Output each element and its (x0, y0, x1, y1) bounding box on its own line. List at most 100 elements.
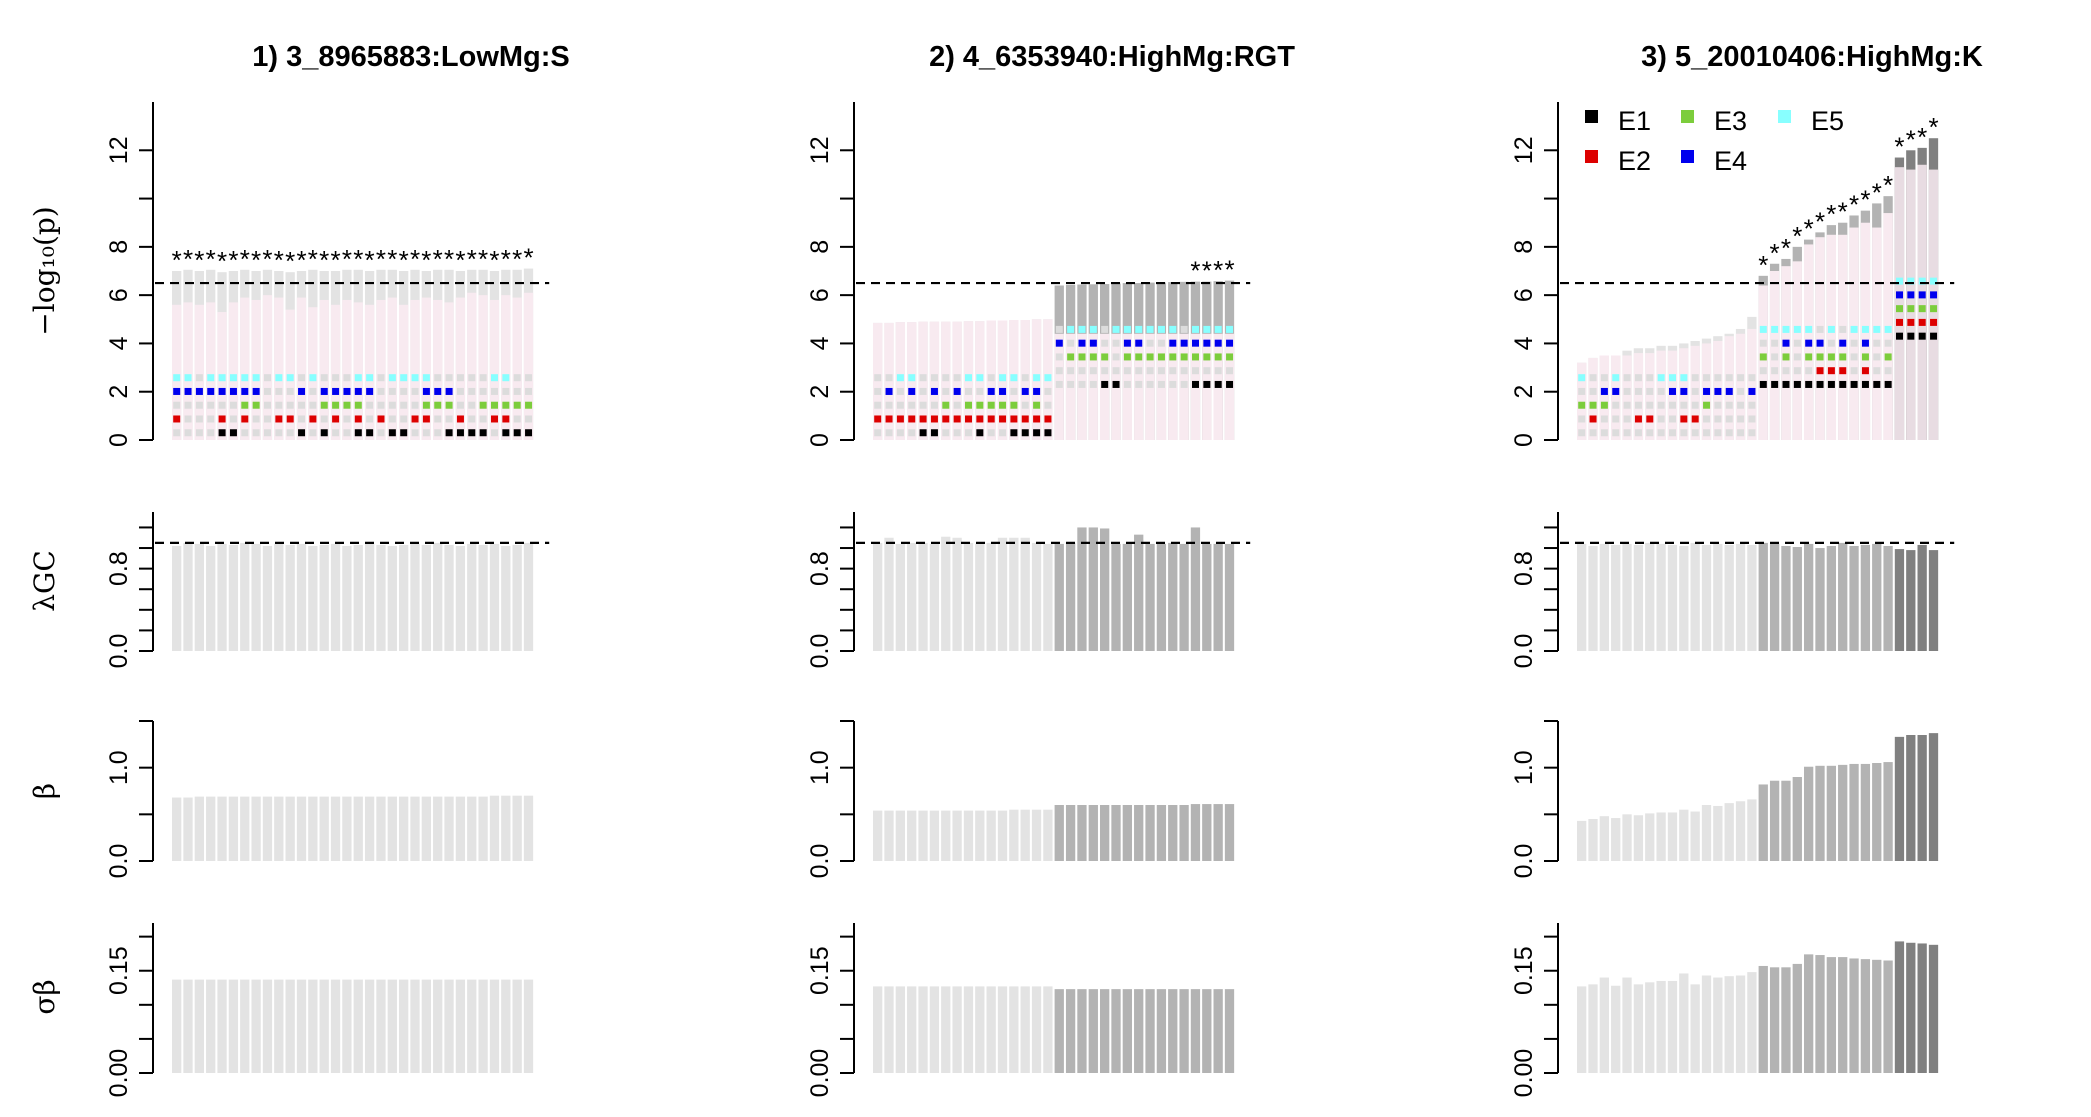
sigma-bar (206, 979, 216, 1073)
y-tick-label: 0.0 (806, 634, 834, 669)
env-dot-e4 (1646, 387, 1654, 395)
lambda-bar (1020, 537, 1030, 651)
sigma-bar (1065, 989, 1076, 1073)
env-dot-e5 (896, 374, 904, 382)
env-dot-e5 (252, 374, 260, 382)
beta-bar (353, 796, 363, 861)
sigma-bar (274, 979, 284, 1073)
env-dot-e3 (218, 401, 226, 409)
signif-star: * (319, 245, 329, 275)
beta-bar (1860, 763, 1871, 861)
p-bar (262, 295, 273, 440)
p-bar (523, 292, 534, 440)
env-dot-e4 (1033, 387, 1041, 395)
env-dot-e2 (1157, 367, 1165, 375)
p-bar (1588, 357, 1598, 440)
p-bar (421, 297, 431, 440)
sigma-bar (1906, 942, 1916, 1073)
env-dot-e2 (1691, 415, 1699, 423)
beta-bar (523, 795, 534, 861)
env-dot-e2 (1612, 415, 1620, 423)
env-dot-e4 (195, 387, 203, 395)
env-dot-e4 (275, 387, 283, 395)
beta-bar (1043, 809, 1053, 861)
env-dot-e5 (1839, 325, 1847, 333)
env-dot-e3 (999, 401, 1007, 409)
env-dot-e2 (1226, 367, 1234, 375)
env-dot-e4 (513, 387, 521, 395)
y-tick-label: 0.8 (1510, 551, 1538, 586)
env-dot-e2 (1793, 367, 1801, 375)
row-beta: 0.0 1.0 (806, 720, 1235, 878)
env-dot-e5 (1578, 374, 1586, 382)
env-dot-e2 (525, 415, 533, 423)
y-tick-label: 4 (1510, 336, 1538, 350)
env-dot-e3 (1850, 353, 1858, 361)
env-dot-e2 (286, 415, 294, 423)
signif-star: * (1804, 214, 1814, 244)
beta-bar (975, 810, 985, 861)
p-bar (376, 299, 386, 440)
env-dot-e2 (320, 415, 328, 423)
signif-star: * (285, 246, 295, 276)
env-dot-e1 (1839, 380, 1847, 388)
lambda-bar (1781, 545, 1791, 651)
env-dot-e5 (354, 374, 362, 382)
env-dot-e3 (1759, 353, 1767, 361)
sigma-bar (512, 979, 522, 1073)
env-dot-e5 (1873, 325, 1881, 333)
env-dot-e5 (1691, 374, 1699, 382)
env-dot-e1 (953, 429, 961, 437)
lambda-bar (1077, 527, 1087, 651)
env-dot-e4 (332, 387, 340, 395)
lambda-bar (1179, 543, 1189, 651)
sigma-bar (929, 986, 940, 1073)
y-tick-label: 0.8 (105, 551, 133, 586)
env-dot-e2 (1067, 367, 1075, 375)
signif-star: * (433, 244, 443, 274)
env-dot-e4 (229, 387, 237, 395)
lambda-bar (1145, 543, 1155, 651)
signif-star: * (1781, 233, 1791, 263)
env-dot-e4 (1805, 339, 1813, 347)
p-bar (330, 304, 341, 440)
beta-bar (941, 810, 951, 861)
beta-bar (1713, 805, 1723, 861)
lambda-bar (1883, 545, 1893, 651)
env-dot-e5 (1101, 325, 1109, 333)
p-bar (1928, 169, 1939, 440)
env-dot-e4 (1839, 339, 1847, 347)
env-dot-e2 (1714, 415, 1722, 423)
env-dot-e3 (343, 401, 351, 409)
y-tick-label: 0.0 (1510, 634, 1538, 669)
lambda-bar (1894, 549, 1905, 651)
p-bar (501, 295, 511, 440)
env-dot-e1 (241, 429, 249, 437)
sigma-bar (364, 979, 375, 1073)
env-dot-e5 (1044, 374, 1052, 382)
lambda-bar (1815, 548, 1825, 651)
beta-bar (410, 796, 420, 861)
y-label-beta: β (28, 783, 61, 799)
env-dot-e4 (1918, 291, 1926, 299)
beta-bar (1009, 809, 1019, 861)
lambda-bar (1872, 543, 1882, 651)
sigma-bar (296, 979, 307, 1073)
env-dot-e1 (525, 429, 533, 437)
env-dot-e4 (1135, 339, 1143, 347)
lambda-bar (1633, 544, 1644, 651)
env-dot-e4 (1600, 387, 1608, 395)
env-dot-e5 (1078, 325, 1086, 333)
env-dot-e1 (1033, 429, 1041, 437)
beta-bar (296, 796, 307, 861)
env-dot-e3 (1612, 401, 1620, 409)
env-dot-e4 (987, 387, 995, 395)
signif-star: * (1202, 256, 1212, 286)
env-dot-e4 (1816, 339, 1824, 347)
env-dot-e3 (184, 401, 192, 409)
p-bar (1838, 234, 1848, 440)
sigma-bar (986, 986, 996, 1073)
env-dot-e5 (874, 374, 882, 382)
sigma-bar (907, 986, 917, 1073)
y-tick-label: 6 (105, 288, 133, 302)
